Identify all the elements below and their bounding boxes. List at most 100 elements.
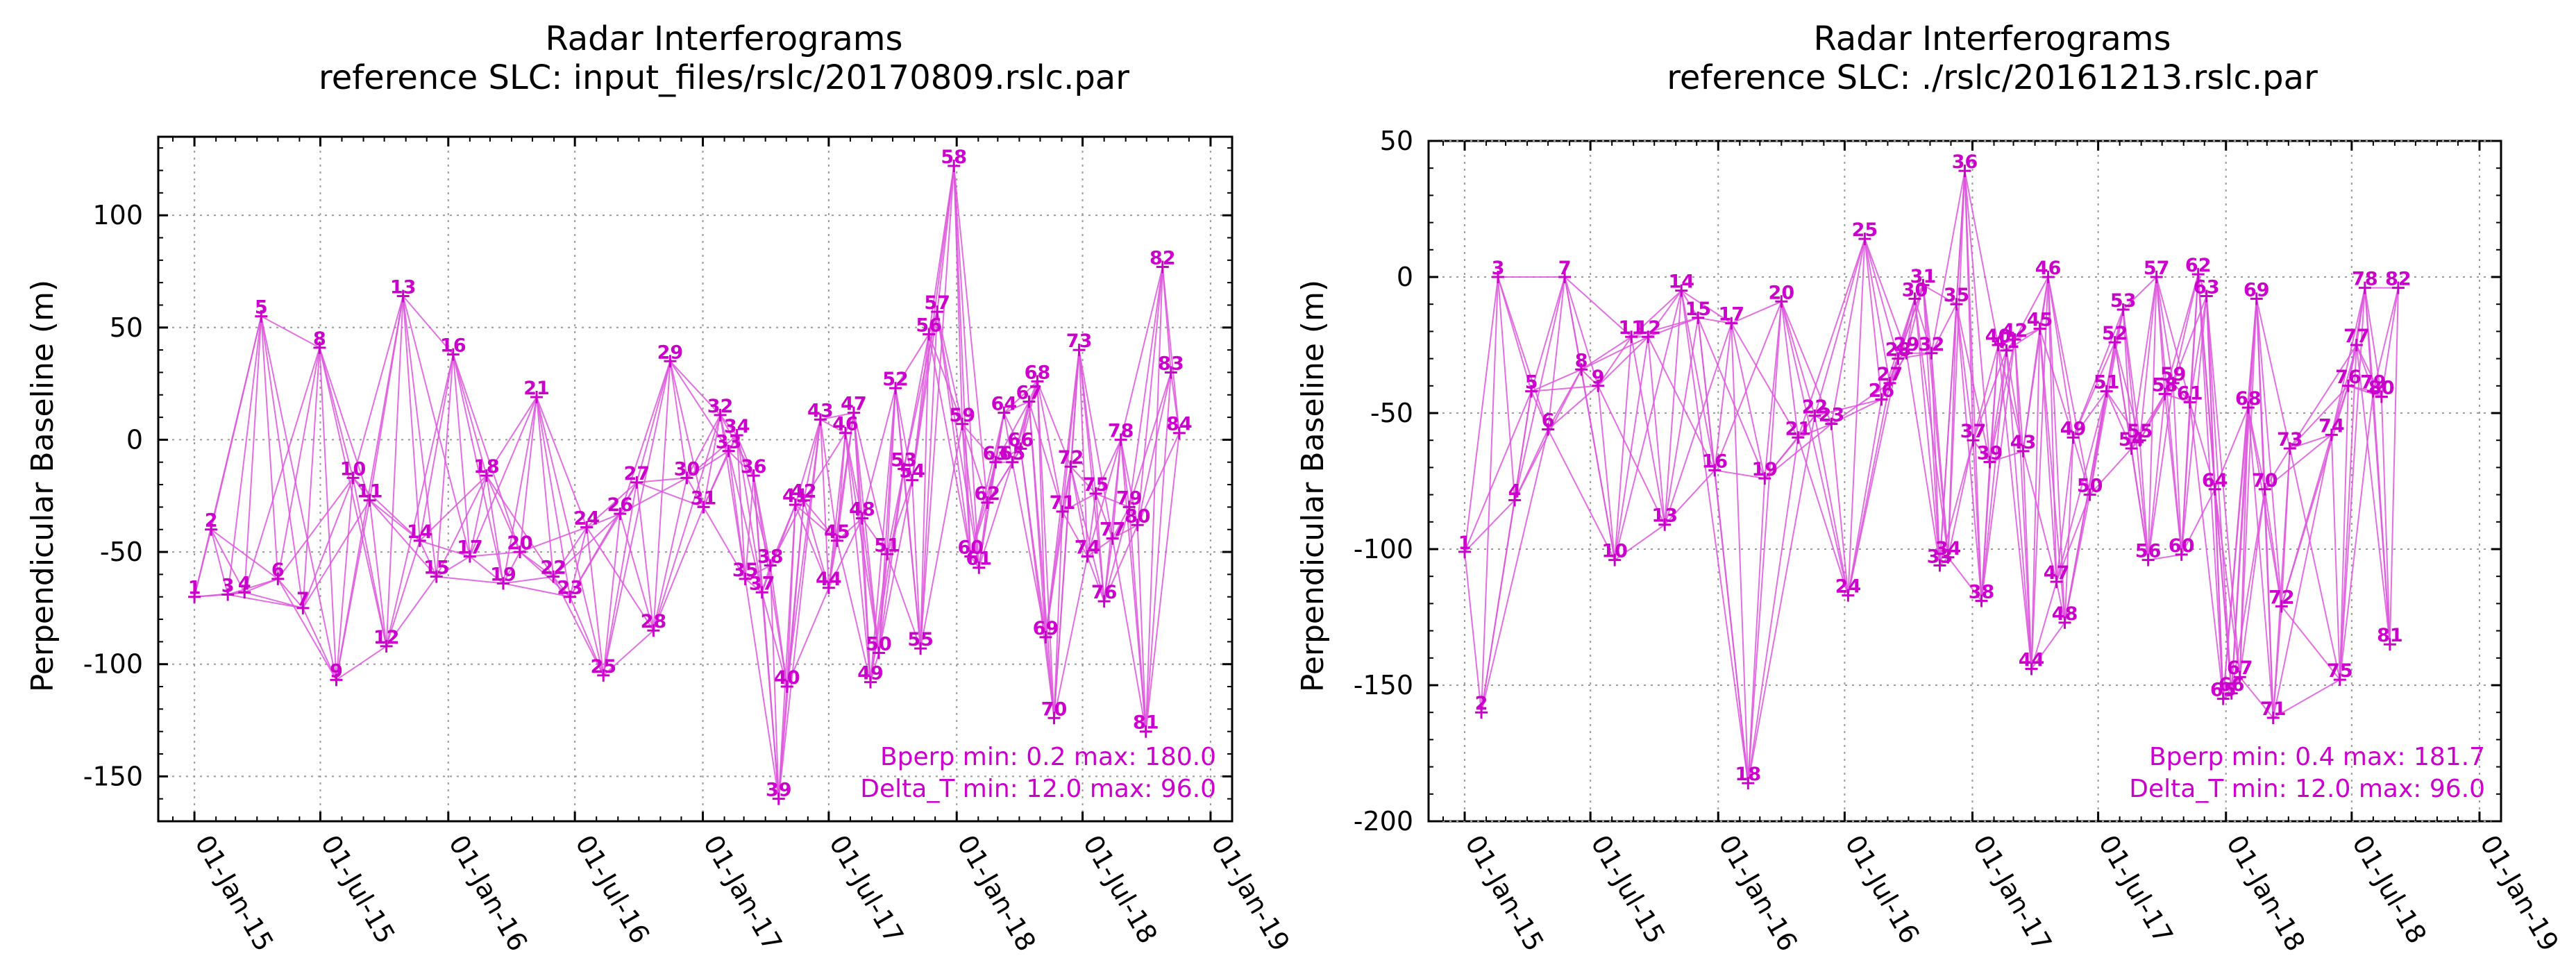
interferogram-pair bbox=[1095, 493, 1113, 539]
interferogram-pair bbox=[1939, 439, 1974, 566]
acquisition-label: 60 bbox=[2169, 535, 2195, 557]
interferogram-pair bbox=[1715, 469, 1765, 480]
interferogram-pair bbox=[536, 396, 555, 577]
interferogram-pair bbox=[686, 450, 730, 479]
acquisition-marker bbox=[1031, 375, 1044, 388]
interferogram-pair bbox=[1930, 353, 1949, 557]
interferogram-pair bbox=[385, 576, 437, 647]
interferogram-pair bbox=[795, 504, 838, 541]
interferogram-pair bbox=[2355, 344, 2382, 397]
interferogram-pair bbox=[727, 435, 738, 452]
interferogram-pair bbox=[1028, 401, 1055, 719]
y-tick-label: 50 bbox=[110, 312, 143, 343]
acquisition-marker bbox=[973, 561, 986, 574]
interferogram-pair bbox=[727, 451, 746, 579]
interferogram-pair bbox=[1815, 398, 1882, 417]
interferogram-pair bbox=[1078, 350, 1105, 602]
interferogram-pair bbox=[2055, 494, 2091, 582]
acquisition-marker bbox=[1508, 494, 1522, 507]
acquisition-label: 57 bbox=[2144, 258, 2170, 279]
acquisition-label: 6 bbox=[1542, 410, 1555, 432]
acquisition-label: 1 bbox=[1458, 532, 1472, 554]
interferogram-pair bbox=[886, 388, 897, 555]
interferogram-pair bbox=[2130, 276, 2157, 449]
acquisition-marker bbox=[1525, 385, 1538, 398]
interferogram-pair bbox=[1464, 551, 1483, 713]
interferogram-pair bbox=[2155, 276, 2174, 384]
interferogram-pair bbox=[469, 396, 537, 557]
interferogram-pair bbox=[2189, 274, 2199, 403]
acquisition-marker bbox=[2150, 271, 2163, 283]
interferogram-pair bbox=[1136, 267, 1163, 526]
interferogram-pair bbox=[1814, 238, 1866, 417]
interferogram-pair bbox=[1614, 337, 1649, 560]
acquisition-label: 63 bbox=[2194, 276, 2220, 298]
acquisition-label: 14 bbox=[407, 521, 433, 543]
interferogram-pair bbox=[2255, 299, 2291, 449]
interferogram-pair bbox=[244, 578, 278, 594]
interferogram-pair bbox=[961, 423, 972, 557]
interferogram-pair bbox=[1128, 372, 1172, 507]
y-axis-label: Perpendicular Baseline (m) bbox=[1295, 280, 1331, 692]
acquisition-label: 71 bbox=[1050, 492, 1076, 514]
acquisition-marker bbox=[1172, 426, 1186, 439]
interferogram-pair bbox=[452, 354, 471, 557]
interferogram-pair bbox=[736, 435, 746, 579]
interferogram-pair bbox=[2172, 274, 2199, 384]
interferogram-pair bbox=[653, 478, 688, 631]
interferogram-pair bbox=[802, 419, 821, 501]
interferogram-pair bbox=[1045, 467, 1072, 638]
acquisition-marker bbox=[822, 581, 835, 594]
interferogram-pair bbox=[2230, 489, 2266, 694]
acquisition-marker bbox=[430, 570, 443, 583]
interferogram-pair bbox=[2348, 385, 2382, 398]
acquisition-label: 74 bbox=[1075, 537, 1101, 559]
acquisition-label: 46 bbox=[2035, 258, 2062, 279]
interferogram-pair bbox=[2230, 299, 2257, 694]
acquisition-marker bbox=[847, 406, 860, 419]
acquisition-label: 22 bbox=[540, 557, 566, 579]
acquisition-label: 38 bbox=[757, 546, 784, 567]
interferogram-pair bbox=[836, 412, 855, 541]
interferogram-pair bbox=[469, 555, 504, 585]
interferogram-pair bbox=[844, 412, 855, 434]
interferogram-pair bbox=[536, 396, 571, 597]
acquisition-marker bbox=[2266, 712, 2280, 725]
interferogram-pair bbox=[861, 518, 888, 555]
interferogram-pair bbox=[1664, 290, 1683, 525]
interferogram-pair bbox=[653, 507, 705, 631]
interferogram-pair bbox=[1095, 439, 1122, 494]
interferogram-pair bbox=[1939, 557, 1949, 566]
interferogram-pair bbox=[1930, 170, 1966, 353]
interferogram-pair bbox=[1947, 557, 1982, 602]
interferogram-pair bbox=[1964, 170, 1999, 346]
interferogram-pair bbox=[2064, 437, 2074, 623]
acquisition-label: 3 bbox=[1492, 258, 1505, 279]
interferogram-pair bbox=[1514, 391, 1533, 501]
interferogram-pair bbox=[619, 513, 655, 631]
interferogram-pair bbox=[2172, 383, 2182, 555]
acquisition-marker bbox=[964, 550, 977, 563]
interferogram-pair bbox=[702, 414, 721, 507]
acquisition-marker bbox=[1072, 344, 1086, 357]
acquisition-marker bbox=[2258, 482, 2271, 496]
acquisition-marker bbox=[2333, 673, 2346, 687]
interferogram-pair bbox=[1020, 448, 1055, 719]
acquisition-marker bbox=[1139, 725, 1152, 738]
interferogram-pair bbox=[928, 334, 972, 557]
acquisition-marker bbox=[1131, 519, 1144, 532]
y-tick-label: -50 bbox=[100, 537, 143, 567]
acquisition-marker bbox=[730, 428, 743, 442]
acquisition-label: 38 bbox=[1969, 581, 1995, 603]
interferogram-pair bbox=[2289, 448, 2341, 680]
x-tick-label: 01-Jul-16 bbox=[569, 830, 655, 949]
interferogram-pair bbox=[1497, 276, 1549, 430]
interferogram-pair bbox=[2014, 276, 2049, 340]
interferogram-pair bbox=[686, 414, 721, 478]
acquisition-marker bbox=[981, 496, 994, 509]
interferogram-pair bbox=[1989, 450, 2023, 463]
acquisition-marker bbox=[747, 469, 760, 482]
acquisition-marker bbox=[2025, 662, 2038, 675]
interferogram-pair bbox=[1814, 415, 1849, 596]
acquisition-marker bbox=[564, 590, 577, 603]
